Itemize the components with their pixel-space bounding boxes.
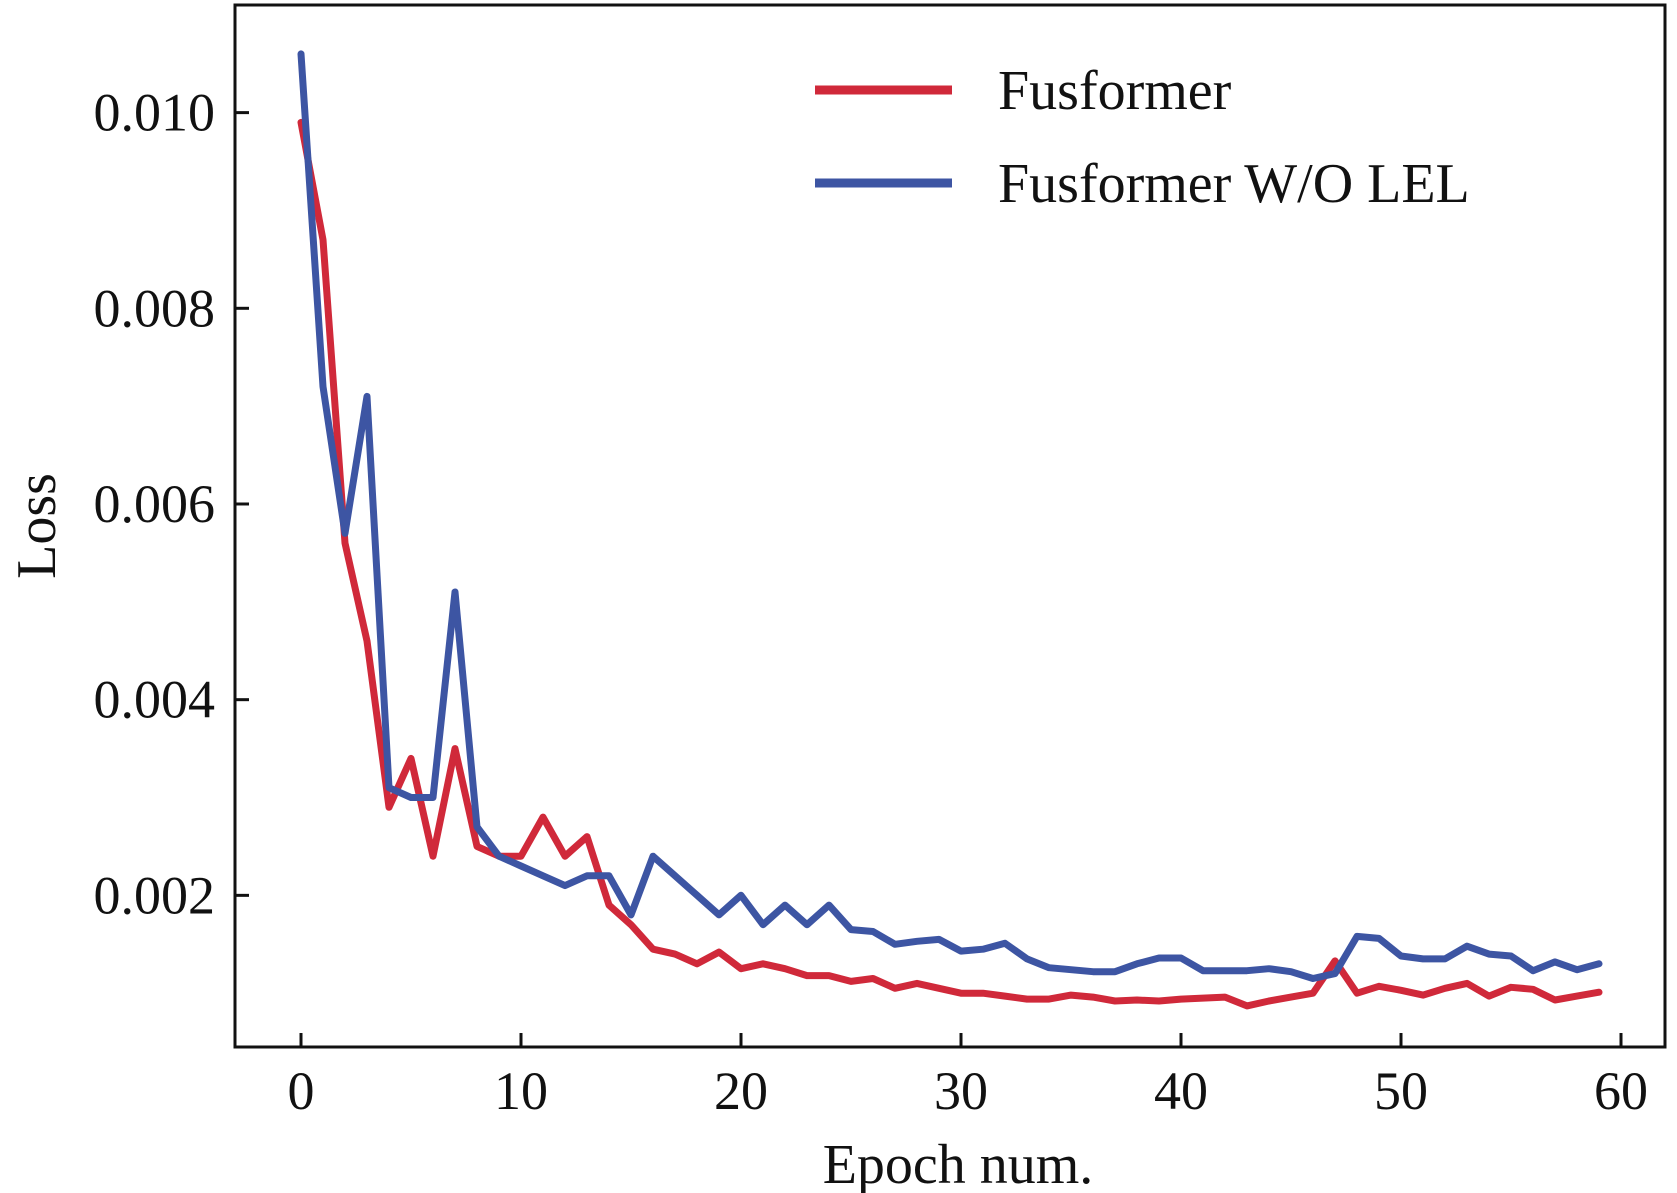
series-line-fusformer (297, 118, 1603, 1010)
legend: Fusformer Fusformer W/O LEL (815, 60, 1470, 215)
x-tick-label: 50 (1374, 1061, 1428, 1121)
y-axis-label: Loss (6, 473, 68, 579)
x-tick-label: 60 (1594, 1061, 1648, 1121)
y-tick-label: 0.002 (94, 865, 216, 925)
y-tick-label: 0.008 (94, 278, 216, 338)
series-lines (297, 50, 1603, 1010)
series-line-fusformer-wo-lel (297, 50, 1603, 982)
axis-ticks (235, 111, 1623, 1047)
x-tick-label: 20 (714, 1061, 768, 1121)
legend-label: Fusformer W/O LEL (998, 153, 1470, 215)
x-tick-label: 0 (288, 1061, 315, 1121)
x-tick-label: 40 (1154, 1061, 1208, 1121)
legend-label: Fusformer (998, 60, 1232, 122)
x-axis-label: Epoch num. (823, 1134, 1094, 1193)
axis-tick-labels: 0 10 20 30 40 50 60 0.002 0.004 0.006 0.008 0.010 (94, 83, 1649, 1121)
x-tick-label: 10 (494, 1061, 548, 1121)
x-tick-label: 30 (934, 1061, 988, 1121)
y-tick-label: 0.010 (94, 83, 216, 143)
y-tick-label: 0.006 (94, 474, 216, 534)
plot-frame (233, 3, 1667, 1049)
y-tick-label: 0.004 (94, 670, 216, 730)
